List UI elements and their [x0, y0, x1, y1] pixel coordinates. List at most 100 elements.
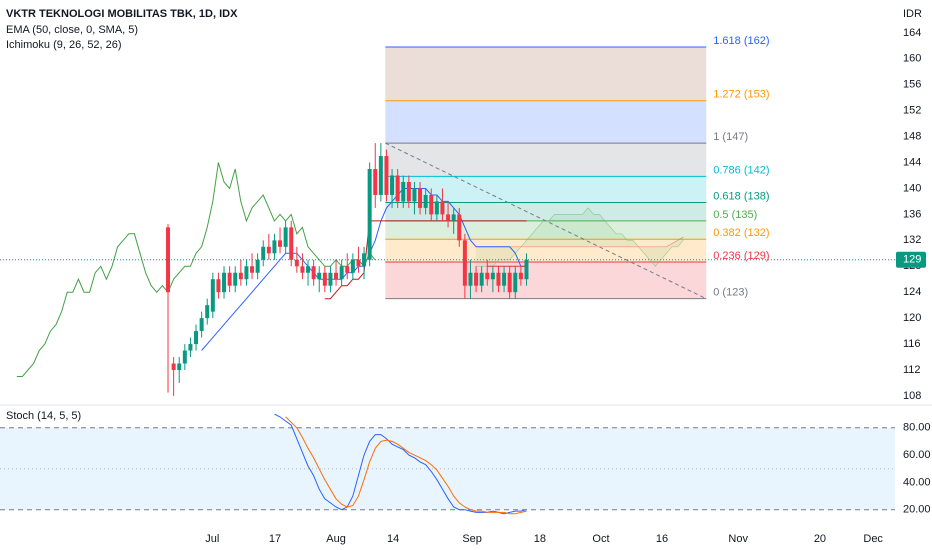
fib-label: 0.236 (129): [713, 250, 769, 262]
fib-label: 0.5 (135): [713, 209, 757, 221]
symbol-title: VKTR TEKNOLOGI MOBILITAS TBK, 1D, IDX: [6, 8, 238, 20]
y-tick-label: 124: [903, 286, 921, 298]
candle-body: [401, 181, 406, 202]
candle-body: [362, 253, 367, 267]
cloud-span: [476, 236, 684, 248]
x-tick-label: 18: [534, 533, 546, 545]
y-tick-label: 140: [903, 182, 921, 194]
candle-body: [384, 156, 389, 195]
candle-body: [182, 350, 187, 364]
candle-body: [294, 259, 299, 267]
candle-body: [390, 175, 395, 195]
x-tick-label: 14: [387, 533, 399, 545]
fib-label: 1.618 (162): [713, 35, 769, 47]
candle-body: [446, 214, 451, 221]
x-tick-label: Oct: [592, 533, 609, 545]
candle-body: [300, 266, 305, 273]
x-tick-label: Jul: [205, 533, 219, 545]
candle-body: [328, 272, 333, 286]
stoch-line: [274, 413, 527, 515]
y-tick-label: 60.00: [903, 449, 931, 461]
candle-body: [406, 181, 411, 202]
y-tick-label: 152: [903, 105, 921, 117]
y-tick-label: 132: [903, 234, 921, 246]
candle-body: [350, 259, 355, 273]
x-tick-label: Nov: [728, 533, 748, 545]
fib-label: 0 (123): [713, 287, 748, 299]
x-tick-label: 17: [269, 533, 281, 545]
y-tick-label: 164: [903, 27, 921, 39]
y-tick-label: 144: [903, 156, 921, 168]
fib-label: 0.618 (138): [713, 190, 769, 202]
candle-body: [227, 272, 232, 286]
y-tick-label: 160: [903, 53, 921, 65]
x-tick-label: Aug: [326, 533, 346, 545]
candle-body: [261, 246, 266, 260]
y-tick-label: 156: [903, 79, 921, 91]
fib-band: [385, 143, 707, 177]
candle-body: [266, 246, 271, 254]
candle-body: [272, 240, 277, 254]
candle-body: [199, 318, 204, 332]
candle-body: [474, 272, 479, 286]
candle-body: [507, 272, 512, 293]
stoch-band: [0, 427, 895, 510]
candle-body: [462, 240, 467, 286]
candle-body: [311, 266, 316, 280]
candle-body: [345, 266, 350, 273]
candle-body: [334, 272, 339, 280]
plot-layer: 1081121161201241281321361401441481521561…: [0, 27, 931, 545]
candle-body: [440, 201, 445, 215]
candle-body: [479, 272, 484, 286]
candle-body: [451, 214, 456, 221]
candle-body: [513, 272, 518, 293]
fib-band: [385, 176, 707, 203]
candle-body: [490, 272, 495, 280]
indicator-line: [324, 220, 527, 300]
fib-label: 0.786 (142): [713, 164, 769, 176]
candle-body: [289, 227, 294, 260]
x-tick-label: 20: [814, 533, 826, 545]
currency-label: IDR: [903, 8, 922, 20]
trend-line: [385, 142, 707, 300]
candle-body: [205, 305, 210, 319]
candle-body: [222, 272, 227, 293]
candle-body: [194, 331, 199, 345]
candle-body: [373, 169, 378, 195]
candle-body: [171, 363, 176, 370]
candle-body: [283, 227, 288, 247]
candle-body: [317, 272, 322, 280]
candle-body: [485, 272, 490, 280]
candle-body: [188, 344, 193, 351]
x-tick-label: 16: [656, 533, 668, 545]
y-tick-label: 148: [903, 131, 921, 143]
y-tick-label: 136: [903, 208, 921, 220]
fib-band: [385, 46, 707, 101]
cloud-fill: [476, 207, 684, 267]
cloud-span: [476, 207, 684, 267]
fib-label: 1 (147): [713, 131, 748, 143]
candle-body: [457, 214, 462, 241]
y-tick-label: 112: [903, 364, 921, 376]
candle-body: [255, 259, 260, 273]
candle-body: [502, 272, 507, 286]
fib-label: 0.382 (132): [713, 227, 769, 239]
candle-body: [306, 266, 311, 273]
indicator-label: Ichimoku (9, 26, 52, 26): [6, 39, 122, 51]
candle-body: [356, 259, 361, 267]
candle-body: [518, 272, 523, 280]
y-tick-label: 20.00: [903, 504, 931, 516]
candle-body: [468, 272, 473, 286]
y-tick-label: 116: [903, 338, 921, 350]
y-tick-label: 108: [903, 390, 921, 402]
last-price-box: [896, 251, 926, 268]
candle-body: [412, 188, 417, 202]
candle-body: [367, 169, 372, 260]
x-tick-label: Sep: [462, 533, 482, 545]
candle-body: [322, 272, 327, 286]
candle-body: [177, 363, 182, 370]
fib-band: [385, 261, 707, 299]
candle-body: [418, 188, 423, 208]
stoch-title: Stoch (14, 5, 5): [6, 410, 81, 422]
